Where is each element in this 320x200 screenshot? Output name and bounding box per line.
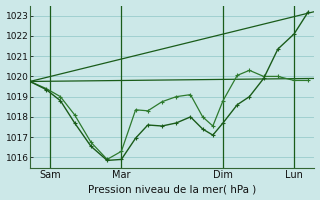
X-axis label: Pression niveau de la mer( hPa ): Pression niveau de la mer( hPa ) (88, 184, 256, 194)
